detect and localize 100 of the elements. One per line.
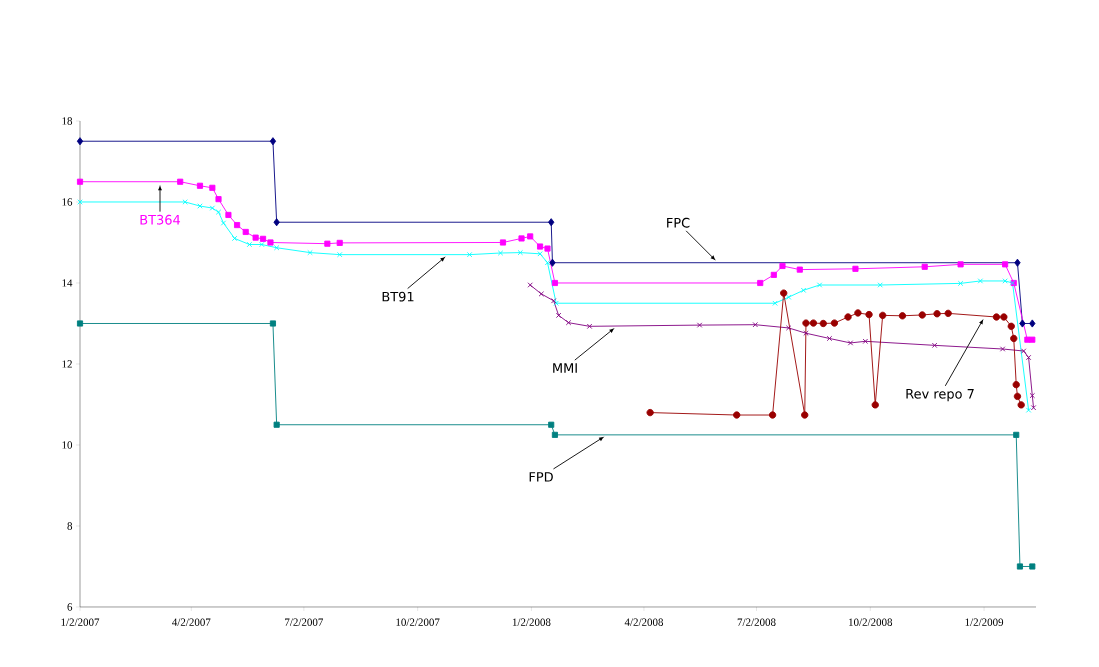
point: [76, 320, 84, 327]
point: [1025, 407, 1032, 413]
point: [527, 282, 533, 288]
text: MMI: [553, 363, 577, 373]
point: [517, 249, 524, 256]
point: [497, 250, 504, 256]
point: [1012, 380, 1020, 389]
point: [933, 310, 941, 318]
point: [844, 313, 852, 321]
point: [772, 300, 778, 306]
point: [1024, 336, 1031, 343]
text: Rev repo 7: [906, 389, 974, 402]
point: [770, 271, 777, 278]
point: [1013, 392, 1022, 401]
point: [252, 234, 259, 241]
point: [337, 251, 343, 258]
y-tick-label: 6: [67, 603, 73, 611]
x-tick-label: 1/2/2007: [61, 618, 100, 626]
y-tick-label: 12: [62, 360, 72, 368]
point: [796, 266, 803, 273]
point: [196, 182, 204, 189]
point: [307, 249, 313, 256]
point: [537, 251, 543, 257]
point: [551, 279, 558, 287]
point: [757, 279, 764, 287]
point: [336, 239, 343, 246]
point: [260, 235, 267, 242]
point: [854, 309, 862, 317]
x-tick-label: 7/2/2008: [737, 618, 776, 626]
point: [802, 319, 810, 327]
point: [549, 258, 556, 267]
point: [809, 319, 818, 327]
point: [273, 421, 280, 428]
point: [957, 261, 964, 268]
point: [1017, 401, 1025, 409]
point: [551, 431, 558, 438]
point: [871, 401, 879, 409]
point: [999, 346, 1006, 352]
point: [785, 325, 792, 331]
text: BT91: [382, 291, 414, 302]
point: [768, 411, 777, 419]
point: [957, 280, 964, 287]
point: [1002, 278, 1008, 284]
text: BT364: [140, 214, 181, 225]
point: [259, 241, 265, 248]
point: [76, 137, 84, 146]
point: [1029, 392, 1036, 399]
point: [733, 411, 741, 419]
y-tick-label: 10: [62, 441, 73, 449]
point: [182, 199, 188, 205]
point: [215, 209, 222, 215]
point: [1020, 348, 1027, 354]
point: [696, 322, 703, 328]
y-tick-label: 18: [62, 117, 73, 125]
point: [1010, 334, 1018, 343]
point: [847, 340, 854, 346]
x-tick-label: 4/2/2008: [624, 618, 664, 626]
point: [220, 220, 227, 226]
point: [1025, 354, 1032, 361]
x-tick-label: 7/2/2007: [285, 618, 324, 626]
point: [1007, 322, 1015, 330]
point: [785, 294, 792, 300]
point: [646, 408, 654, 417]
point: [801, 411, 809, 419]
point: [538, 291, 545, 297]
point: [921, 263, 928, 270]
point: [225, 211, 232, 218]
point: [1029, 336, 1036, 343]
text: FPC: [667, 217, 690, 228]
point: [918, 311, 926, 319]
point: [830, 319, 839, 327]
x-tick-label: 1/2/2009: [965, 618, 1004, 626]
point: [177, 178, 184, 185]
point: [544, 260, 551, 266]
y-tick-label: 8: [67, 522, 73, 530]
point: [865, 310, 873, 319]
point: [565, 319, 572, 326]
point: [544, 245, 551, 252]
point: [518, 235, 525, 242]
point: [992, 313, 1001, 321]
x-tick-label: 10/2/2008: [849, 618, 893, 626]
point: [931, 342, 938, 349]
point: [779, 262, 786, 270]
point: [234, 222, 241, 229]
point: [269, 137, 277, 146]
point: [1013, 431, 1020, 438]
x-tick-label: 4/2/2007: [172, 618, 211, 626]
point: [209, 184, 216, 191]
point: [816, 282, 823, 288]
point: [537, 243, 544, 250]
point: [879, 311, 887, 320]
y-tick-label: 14: [62, 279, 73, 287]
point: [209, 205, 216, 211]
point: [800, 287, 807, 293]
point: [803, 330, 809, 336]
point: [267, 239, 274, 246]
point: [1019, 319, 1026, 328]
point: [780, 289, 788, 297]
text: FPD: [529, 472, 553, 482]
x-tick-label: 10/2/2007: [396, 618, 440, 626]
